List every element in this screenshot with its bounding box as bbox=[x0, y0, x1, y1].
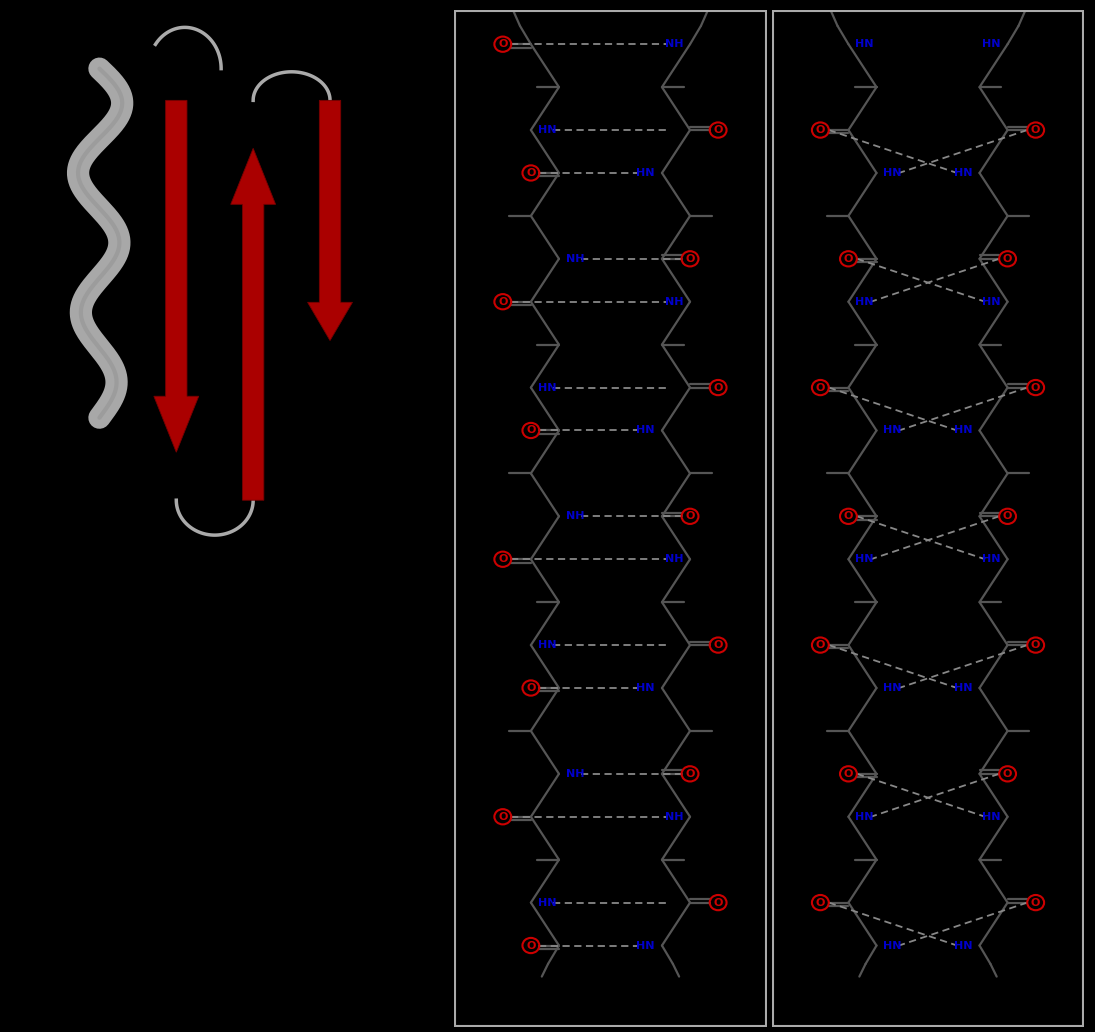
Text: HN: HN bbox=[636, 940, 655, 950]
Text: R: R bbox=[687, 340, 694, 350]
Text: R: R bbox=[1033, 725, 1040, 736]
Text: O: O bbox=[1031, 898, 1040, 907]
Text: R: R bbox=[687, 83, 694, 92]
Text: O: O bbox=[1031, 125, 1040, 135]
Text: R: R bbox=[1033, 469, 1040, 479]
Text: R: R bbox=[687, 854, 694, 865]
FancyArrow shape bbox=[308, 100, 353, 341]
Text: O: O bbox=[714, 125, 723, 135]
Text: R: R bbox=[1033, 211, 1040, 221]
Text: R: R bbox=[1004, 854, 1012, 865]
Text: O: O bbox=[498, 812, 507, 821]
Text: HN: HN bbox=[855, 812, 874, 821]
Text: R: R bbox=[844, 83, 852, 92]
Text: O: O bbox=[816, 640, 825, 650]
Text: R: R bbox=[1004, 340, 1012, 350]
Text: O: O bbox=[1031, 640, 1040, 650]
Text: A: A bbox=[23, 24, 44, 53]
FancyArrow shape bbox=[154, 100, 198, 452]
Text: R: R bbox=[816, 211, 823, 221]
Text: HN: HN bbox=[538, 640, 556, 650]
Text: NH: NH bbox=[566, 769, 585, 779]
Text: O: O bbox=[844, 769, 853, 779]
Text: R: R bbox=[527, 598, 534, 607]
Text: R: R bbox=[498, 469, 506, 479]
Text: HN: HN bbox=[855, 297, 874, 307]
Text: O: O bbox=[527, 425, 535, 436]
Text: O: O bbox=[844, 254, 853, 264]
Text: R: R bbox=[527, 854, 534, 865]
Text: O: O bbox=[1003, 254, 1012, 264]
Text: O: O bbox=[685, 254, 694, 264]
Text: R: R bbox=[715, 469, 723, 479]
Text: HN: HN bbox=[538, 383, 556, 392]
Text: O: O bbox=[527, 940, 535, 950]
Text: HN: HN bbox=[884, 940, 902, 950]
Text: O: O bbox=[714, 898, 723, 907]
Text: R: R bbox=[498, 211, 506, 221]
Text: R: R bbox=[844, 340, 852, 350]
Text: HN: HN bbox=[954, 940, 972, 950]
Text: O: O bbox=[685, 769, 694, 779]
Text: HN: HN bbox=[884, 425, 902, 436]
Text: O: O bbox=[844, 511, 853, 521]
Text: R: R bbox=[687, 598, 694, 607]
Text: O: O bbox=[527, 168, 535, 178]
Text: R: R bbox=[527, 340, 534, 350]
Text: HN: HN bbox=[538, 125, 556, 135]
Text: HN: HN bbox=[954, 168, 972, 178]
Text: R: R bbox=[816, 725, 823, 736]
Text: NH: NH bbox=[665, 812, 683, 821]
Text: R: R bbox=[498, 725, 506, 736]
Text: O: O bbox=[714, 383, 723, 392]
Text: HN: HN bbox=[954, 425, 972, 436]
Text: HN: HN bbox=[982, 297, 1001, 307]
Text: NH: NH bbox=[665, 39, 683, 50]
Text: R: R bbox=[715, 211, 723, 221]
Text: O: O bbox=[498, 554, 507, 565]
Text: O: O bbox=[527, 683, 535, 694]
Text: HN: HN bbox=[982, 812, 1001, 821]
Text: O: O bbox=[816, 383, 825, 392]
Text: O: O bbox=[1003, 769, 1012, 779]
Text: HN: HN bbox=[884, 683, 902, 694]
Text: O: O bbox=[685, 511, 694, 521]
Text: NH: NH bbox=[566, 511, 585, 521]
Text: O: O bbox=[498, 297, 507, 307]
Text: HN: HN bbox=[636, 168, 655, 178]
Text: HN: HN bbox=[982, 554, 1001, 565]
Text: R: R bbox=[816, 469, 823, 479]
Text: HN: HN bbox=[636, 425, 655, 436]
Text: O: O bbox=[816, 898, 825, 907]
Text: HN: HN bbox=[538, 898, 556, 907]
Text: NH: NH bbox=[665, 554, 683, 565]
Text: R: R bbox=[715, 725, 723, 736]
Text: NH: NH bbox=[566, 254, 585, 264]
Text: R: R bbox=[527, 83, 534, 92]
Text: HN: HN bbox=[954, 683, 972, 694]
Text: O: O bbox=[1003, 511, 1012, 521]
Text: R: R bbox=[844, 854, 852, 865]
Text: HN: HN bbox=[982, 39, 1001, 50]
Text: O: O bbox=[1031, 383, 1040, 392]
Text: O: O bbox=[714, 640, 723, 650]
Text: O: O bbox=[498, 39, 507, 50]
Text: HN: HN bbox=[884, 168, 902, 178]
Text: HN: HN bbox=[636, 683, 655, 694]
FancyArrow shape bbox=[231, 149, 276, 501]
Text: O: O bbox=[816, 125, 825, 135]
Text: HN: HN bbox=[855, 39, 874, 50]
Text: R: R bbox=[1004, 598, 1012, 607]
Text: R: R bbox=[1004, 83, 1012, 92]
Text: HN: HN bbox=[855, 554, 874, 565]
Text: NH: NH bbox=[665, 297, 683, 307]
Text: R: R bbox=[844, 598, 852, 607]
